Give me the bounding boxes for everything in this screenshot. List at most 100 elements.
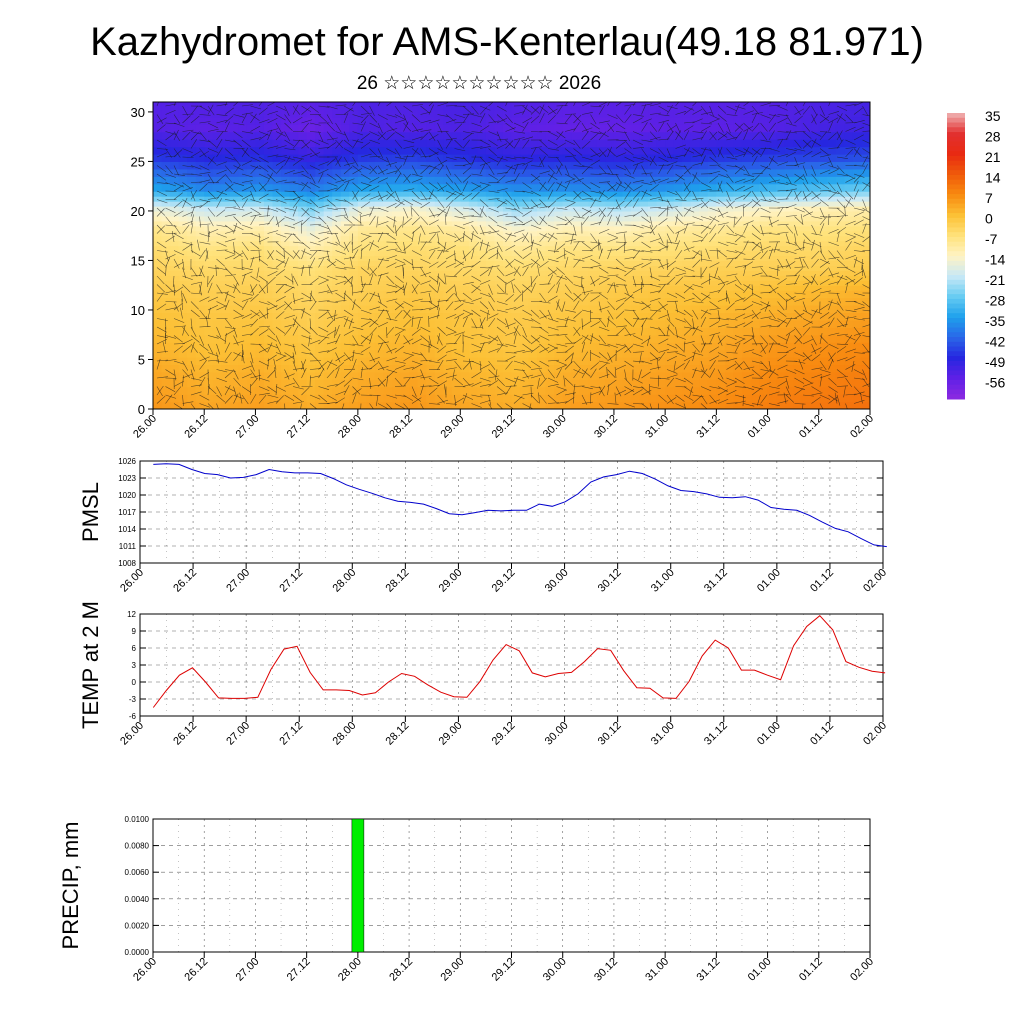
wind-barb: [190, 222, 194, 234]
heatmap-cell: [579, 290, 589, 299]
wind-barb: [352, 207, 363, 214]
heatmap-cell: [366, 116, 376, 125]
heatmap-cell: [451, 230, 461, 237]
heatmap-cell: [502, 394, 513, 403]
heatmap-cell: [622, 280, 632, 286]
heatmap-cell: [733, 225, 743, 232]
heatmap-cell: [187, 153, 197, 163]
heatmap-cell: [272, 250, 282, 257]
heatmap-cell: [349, 235, 359, 242]
heatmap-cell: [383, 349, 393, 358]
heatmap-cell: [741, 371, 752, 380]
heatmap-cell: [409, 124, 419, 133]
wind-barb: [360, 243, 370, 251]
wind-barb: [369, 377, 372, 389]
wind-barb: [182, 369, 191, 378]
wind-barb: [318, 105, 330, 108]
heatmap-cell: [281, 327, 291, 336]
heatmap-cell: [263, 168, 274, 177]
wind-barb: [250, 311, 260, 319]
heatmap-cell: [170, 379, 180, 388]
wind-barb: [309, 173, 316, 184]
wind-barb: [224, 224, 235, 232]
heatmap-cell: [170, 153, 180, 163]
heatmap-cell: [673, 168, 683, 177]
heatmap-cell: [648, 260, 658, 266]
heatmap-cell: [255, 394, 265, 403]
heatmap-cell: [298, 102, 308, 111]
heatmap-cell: [323, 191, 333, 197]
wind-barb: [182, 165, 194, 168]
heatmap-cell: [340, 386, 350, 395]
heatmap-cell: [750, 285, 760, 291]
heatmap-cell: [622, 265, 632, 271]
heatmap-cell: [238, 386, 248, 395]
heatmap-cell: [383, 364, 393, 373]
heatmap-cell: [554, 379, 564, 388]
heatmap-cell: [451, 124, 461, 133]
wind-barb: [258, 284, 266, 294]
heatmap-cell: [767, 386, 777, 395]
wind-barb: [156, 335, 168, 339]
heatmap-cell: [562, 280, 572, 286]
heatmap-cell: [263, 334, 274, 343]
wind-barb: [156, 182, 168, 184]
heatmap-cell: [417, 235, 427, 242]
heatmap-cell: [366, 342, 376, 351]
heatmap-cell: [750, 240, 760, 247]
heatmap-cell: [520, 275, 530, 281]
heatmap-cell: [537, 349, 547, 358]
heatmap-cell: [443, 275, 453, 281]
heatmap-cell: [161, 327, 171, 336]
heatmap-cell: [153, 349, 163, 358]
heatmap-cell: [784, 116, 794, 125]
heatmap-cell: [502, 349, 513, 358]
heatmap-cell: [212, 379, 222, 388]
heatmap-cell: [502, 285, 513, 291]
heatmap-cell: [178, 357, 188, 366]
heatmap-cell: [741, 265, 752, 271]
heatmap-cell: [221, 297, 231, 306]
heatmap-cell: [622, 220, 632, 227]
heatmap-cell: [468, 275, 478, 281]
wind-barb: [335, 316, 347, 319]
heatmap-cell: [827, 280, 837, 286]
wind-barb: [377, 273, 382, 285]
heatmap-cell: [204, 394, 214, 403]
heatmap-cell: [170, 250, 180, 257]
heatmap-cell: [485, 275, 496, 281]
wind-barb: [207, 104, 214, 115]
heatmap-cell: [306, 312, 316, 321]
wind-barb: [309, 224, 322, 226]
heatmap-cell: [784, 109, 794, 118]
heatmap-cell: [349, 394, 359, 403]
heatmap-cell: [221, 210, 231, 217]
heatmap-cell: [716, 205, 726, 212]
heatmap-cell: [528, 275, 538, 281]
heatmap-cell: [690, 386, 700, 395]
heatmap-cell: [494, 153, 504, 163]
heatmap-cell: [759, 285, 769, 291]
heatmap-cell: [622, 102, 632, 111]
heatmap-cell: [682, 342, 692, 351]
heatmap-cell: [690, 139, 700, 148]
heatmap-cell: [349, 176, 359, 185]
heatmap-cell: [485, 290, 496, 299]
heatmap-cell: [852, 349, 863, 358]
heatmap-cell: [605, 312, 615, 321]
wind-barb: [233, 207, 245, 211]
wind-barb: [190, 115, 200, 124]
wind-barb: [233, 282, 238, 294]
wind-barb: [377, 258, 389, 262]
heatmap-cell: [741, 210, 752, 217]
heatmap-cell: [767, 312, 777, 321]
heatmap-cell: [588, 131, 598, 140]
wind-barb: [360, 165, 372, 171]
heatmap-cell: [605, 225, 615, 232]
heatmap-cell: [477, 379, 487, 388]
heatmap-cell: [707, 183, 717, 192]
heatmap-cell: [298, 215, 308, 222]
heatmap-cell: [827, 102, 837, 111]
heatmap-cell: [844, 386, 854, 395]
wind-barb: [335, 104, 347, 107]
